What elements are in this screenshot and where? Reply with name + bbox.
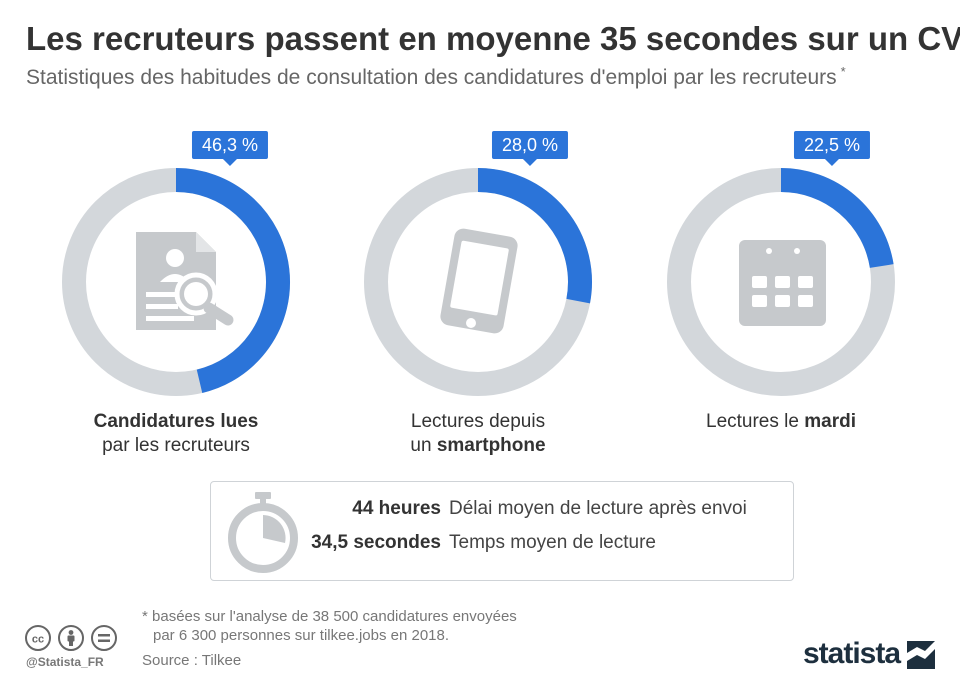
- statista-logo-text[interactable]: statista: [803, 637, 901, 670]
- footnote-line2: par 6 300 personnes sur tilkee.jobs en 2…: [153, 627, 450, 644]
- info-row-description: Temps moyen de lecture: [449, 532, 656, 553]
- donut-3-label: Lectures le mardi: [651, 410, 911, 434]
- footnote: * basées sur l'analyse de 38 500 candida…: [142, 607, 517, 645]
- footnote-line1: * basées sur l'analyse de 38 500 candida…: [142, 608, 517, 625]
- donut-2-label-line2-prefix: un: [410, 435, 437, 456]
- subtitle-text: Statistiques des habitudes de consultati…: [26, 66, 837, 89]
- donut-2-value-arc: [477, 168, 592, 304]
- info-row: 44 heures Délai moyen de lecture après e…: [211, 498, 795, 528]
- calendar-icon: [739, 240, 826, 326]
- stopwatch-icon: [228, 492, 298, 573]
- equals-icon: [91, 625, 117, 651]
- cc-icon: cc: [25, 625, 51, 651]
- smartphone-icon: [440, 228, 518, 334]
- svg-text:cc: cc: [32, 634, 44, 646]
- donut-3-label-prefix: Lectures le: [706, 411, 805, 432]
- statista-logo-icon[interactable]: [907, 641, 935, 669]
- info-row-value: 44 heures: [352, 498, 441, 519]
- donut-2-value-badge: 28,0 %: [491, 131, 569, 166]
- person-icon: [58, 625, 84, 651]
- info-row: 34,5 secondes Temps moyen de lecture: [211, 532, 795, 562]
- source-credit: Source : Tilkee: [142, 652, 242, 669]
- info-row-description: Délai moyen de lecture après envoi: [449, 498, 747, 519]
- statista-handle: @Statista_FR: [26, 655, 104, 669]
- reading-time-box: 44 heures Délai moyen de lecture après e…: [210, 481, 794, 581]
- donut-1-value-arc: [175, 168, 290, 393]
- chart-subtitle: Statistiques des habitudes de consultati…: [26, 64, 946, 90]
- donut-1-label: Candidatures lues par les recruteurs: [46, 410, 306, 458]
- license-icons: cc: [25, 625, 117, 651]
- document-search-icon: [136, 232, 234, 330]
- donut-3-label-bold: mardi: [804, 411, 856, 432]
- donut-1-label-line1: Candidatures lues: [93, 411, 259, 432]
- donut-2-label-line2-bold: smartphone: [436, 435, 546, 456]
- donut-2-label-line1: Lectures depuis: [410, 411, 546, 432]
- donut-3-value-badge: 22,5 %: [793, 131, 871, 166]
- chart-title: Les recruteurs passent en moyenne 35 sec…: [26, 20, 960, 57]
- donut-1-label-line2: par les recruteurs: [102, 435, 250, 456]
- info-row-value: 34,5 secondes: [311, 532, 441, 553]
- donut-charts: [62, 168, 895, 396]
- subtitle-footnote-mark: *: [840, 64, 846, 79]
- donut-2-label: Lectures depuis un smartphone: [348, 410, 608, 458]
- donut-1-value-badge: 46,3 %: [191, 131, 269, 166]
- donut-3-value-arc: [780, 168, 894, 269]
